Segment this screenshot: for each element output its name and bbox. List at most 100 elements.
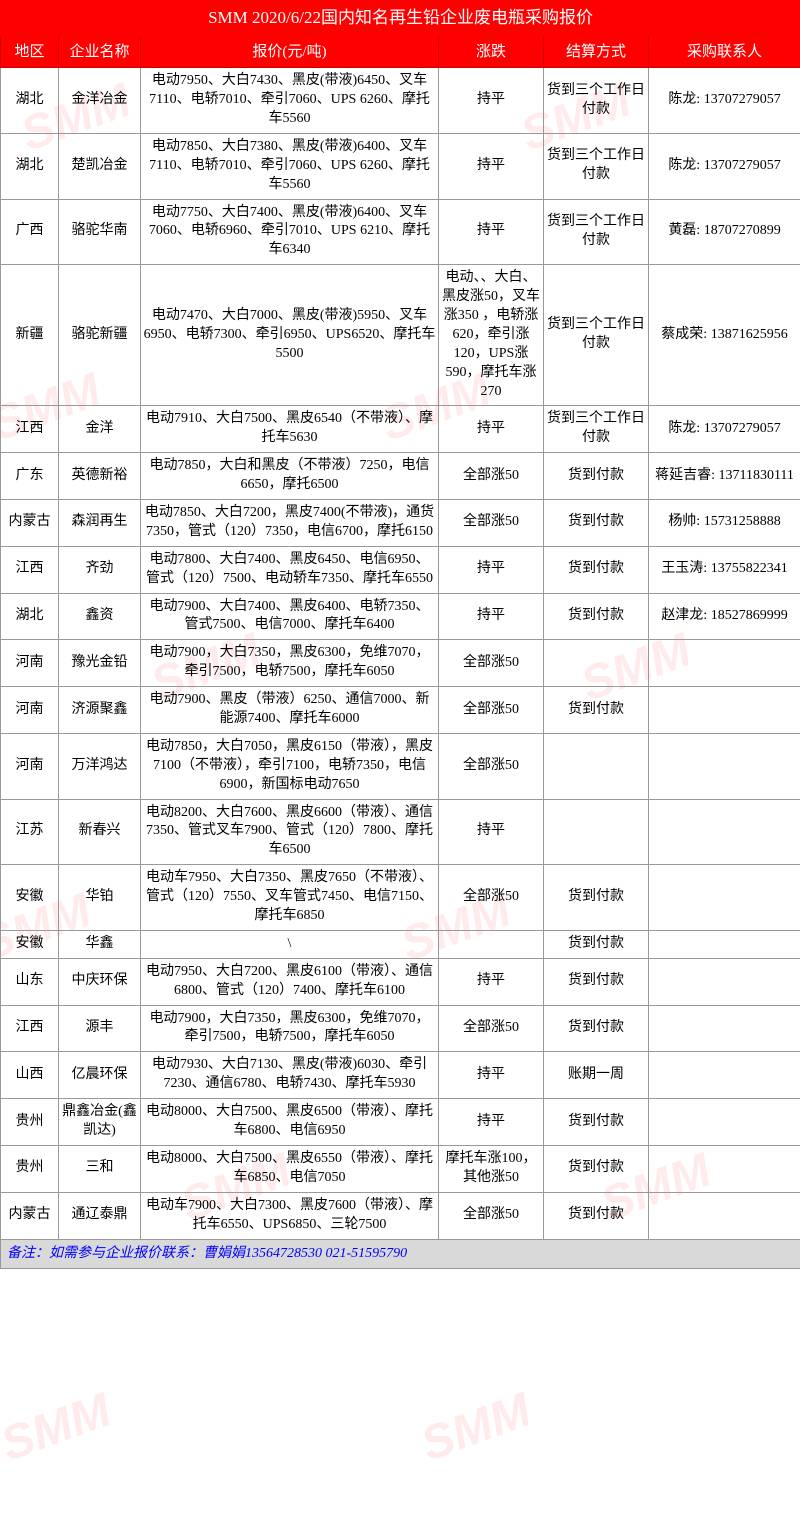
cell-company: 金洋 bbox=[59, 406, 141, 453]
cell-quote: 电动7850、大白7380、黑皮(带液)6400、叉车7110、电轿7010、牵… bbox=[141, 133, 439, 199]
cell-change: 全部涨50 bbox=[439, 1005, 544, 1052]
cell-quote: 电动7930、大白7130、黑皮(带液)6030、牵引7230、通信6780、电… bbox=[141, 1052, 439, 1099]
table-row: 山西亿晨环保电动7930、大白7130、黑皮(带液)6030、牵引7230、通信… bbox=[1, 1052, 800, 1099]
cell-change: 持平 bbox=[439, 406, 544, 453]
cell-contact bbox=[649, 1052, 800, 1099]
header-region: 地区 bbox=[1, 36, 59, 67]
cell-region: 江西 bbox=[1, 546, 59, 593]
cell-company: 森润再生 bbox=[59, 500, 141, 547]
cell-company: 济源聚鑫 bbox=[59, 687, 141, 734]
cell-payment: 货到付款 bbox=[544, 1145, 649, 1192]
cell-contact: 杨帅: 15731258888 bbox=[649, 500, 800, 547]
cell-change: 全部涨50 bbox=[439, 733, 544, 799]
cell-company: 万洋鸿达 bbox=[59, 733, 141, 799]
cell-contact: 陈龙: 13707279057 bbox=[649, 406, 800, 453]
cell-contact: 蒋延吉睿: 13711830111 bbox=[649, 453, 800, 500]
cell-change: 持平 bbox=[439, 199, 544, 265]
cell-company: 华鑫 bbox=[59, 930, 141, 958]
cell-quote: 电动7850，大白7050，黑皮6150（带液），黑皮7100（不带液），牵引7… bbox=[141, 733, 439, 799]
table-row: 安徽华鑫\ 货到付款 bbox=[1, 930, 800, 958]
cell-quote: 电动7850、大白7200，黑皮7400(不带液)，通货7350，管式（120）… bbox=[141, 500, 439, 547]
cell-contact: 王玉涛: 13755822341 bbox=[649, 546, 800, 593]
cell-payment bbox=[544, 733, 649, 799]
cell-change: 全部涨50 bbox=[439, 865, 544, 931]
cell-contact: 赵津龙: 18527869999 bbox=[649, 593, 800, 640]
cell-quote: 电动8000、大白7500、黑皮6550（带液）、摩托车6850、电信7050 bbox=[141, 1145, 439, 1192]
table-row: 贵州鼎鑫冶金(鑫凯达)电动8000、大白7500、黑皮6500（带液）、摩托车6… bbox=[1, 1099, 800, 1146]
cell-company: 源丰 bbox=[59, 1005, 141, 1052]
cell-region: 山东 bbox=[1, 958, 59, 1005]
table-row: 湖北楚凯冶金电动7850、大白7380、黑皮(带液)6400、叉车7110、电轿… bbox=[1, 133, 800, 199]
cell-region: 湖北 bbox=[1, 133, 59, 199]
cell-quote: 电动车7900、大白7300、黑皮7600（带液）、摩托车6550、UPS685… bbox=[141, 1192, 439, 1239]
cell-contact bbox=[649, 687, 800, 734]
cell-region: 江西 bbox=[1, 406, 59, 453]
cell-region: 河南 bbox=[1, 733, 59, 799]
cell-region: 贵州 bbox=[1, 1145, 59, 1192]
cell-payment: 货到付款 bbox=[544, 500, 649, 547]
cell-contact: 黄磊: 18707270899 bbox=[649, 199, 800, 265]
cell-quote: 电动7900、黑皮（带液）6250、通信7000、新能源7400、摩托车6000 bbox=[141, 687, 439, 734]
cell-region: 内蒙古 bbox=[1, 500, 59, 547]
cell-payment: 账期一周 bbox=[544, 1052, 649, 1099]
header-contact: 采购联系人 bbox=[649, 36, 800, 67]
watermark: SMM bbox=[0, 1383, 118, 1473]
cell-contact bbox=[649, 958, 800, 1005]
table-row: 河南济源聚鑫电动7900、黑皮（带液）6250、通信7000、新能源7400、摩… bbox=[1, 687, 800, 734]
cell-quote: 电动车7950、大白7350、黑皮7650（不带液）、管式（120）7550、叉… bbox=[141, 865, 439, 931]
cell-change: 持平 bbox=[439, 958, 544, 1005]
cell-company: 新春兴 bbox=[59, 799, 141, 865]
cell-company: 豫光金铅 bbox=[59, 640, 141, 687]
watermark: SMM bbox=[414, 1383, 538, 1473]
table-title: SMM 2020/6/22国内知名再生铅企业废电瓶采购报价 bbox=[1, 1, 800, 37]
table-row: 山东中庆环保电动7950、大白7200、黑皮6100（带液）、通信6800、管式… bbox=[1, 958, 800, 1005]
cell-contact: 陈龙: 13707279057 bbox=[649, 68, 800, 134]
footer-note: 备注：如需参与企业报价联系：曹娟娟13564728530 021-5159579… bbox=[1, 1239, 800, 1269]
cell-region: 广东 bbox=[1, 453, 59, 500]
cell-payment: 货到付款 bbox=[544, 1192, 649, 1239]
header-row: 地区 企业名称 报价(元/吨) 涨跌 结算方式 采购联系人 bbox=[1, 36, 800, 67]
table-row: 湖北金洋冶金电动7950、大白7430、黑皮(带液)6450、叉车7110、电轿… bbox=[1, 68, 800, 134]
cell-quote: 电动8000、大白7500、黑皮6500（带液）、摩托车6800、电信6950 bbox=[141, 1099, 439, 1146]
cell-company: 楚凯冶金 bbox=[59, 133, 141, 199]
cell-region: 安徽 bbox=[1, 865, 59, 931]
cell-change bbox=[439, 930, 544, 958]
cell-region: 湖北 bbox=[1, 593, 59, 640]
cell-change: 全部涨50 bbox=[439, 687, 544, 734]
table-row: 河南万洋鸿达电动7850，大白7050，黑皮6150（带液），黑皮7100（不带… bbox=[1, 733, 800, 799]
cell-quote: 电动7950、大白7200、黑皮6100（带液）、通信6800、管式（120）7… bbox=[141, 958, 439, 1005]
cell-contact bbox=[649, 1005, 800, 1052]
cell-contact bbox=[649, 640, 800, 687]
cell-payment: 货到三个工作日付款 bbox=[544, 133, 649, 199]
cell-payment: 货到三个工作日付款 bbox=[544, 68, 649, 134]
cell-region: 新疆 bbox=[1, 265, 59, 406]
table-row: 贵州三和电动8000、大白7500、黑皮6550（带液）、摩托车6850、电信7… bbox=[1, 1145, 800, 1192]
cell-quote: 电动7910、大白7500、黑皮6540（不带液）、摩托车5630 bbox=[141, 406, 439, 453]
cell-payment: 货到三个工作日付款 bbox=[544, 406, 649, 453]
price-table: SMM 2020/6/22国内知名再生铅企业废电瓶采购报价 地区 企业名称 报价… bbox=[0, 0, 800, 1269]
table-row: 内蒙古森润再生电动7850、大白7200，黑皮7400(不带液)，通货7350，… bbox=[1, 500, 800, 547]
table-row: 湖北鑫资电动7900、大白7400、黑皮6400、电轿7350、管式7500、电… bbox=[1, 593, 800, 640]
cell-quote: \ bbox=[141, 930, 439, 958]
cell-payment: 货到付款 bbox=[544, 930, 649, 958]
price-table-container: SMM 2020/6/22国内知名再生铅企业废电瓶采购报价 地区 企业名称 报价… bbox=[0, 0, 800, 1269]
header-quote: 报价(元/吨) bbox=[141, 36, 439, 67]
cell-company: 通辽泰鼎 bbox=[59, 1192, 141, 1239]
cell-region: 湖北 bbox=[1, 68, 59, 134]
cell-region: 安徽 bbox=[1, 930, 59, 958]
cell-contact bbox=[649, 930, 800, 958]
cell-change: 持平 bbox=[439, 68, 544, 134]
cell-contact bbox=[649, 1145, 800, 1192]
cell-change: 持平 bbox=[439, 1052, 544, 1099]
table-row: 河南豫光金铅电动7900，大白7350，黑皮6300，免维7070，牵引7500… bbox=[1, 640, 800, 687]
cell-change: 全部涨50 bbox=[439, 453, 544, 500]
cell-quote: 电动7900，大白7350，黑皮6300，免维7070，牵引7500，电轿750… bbox=[141, 1005, 439, 1052]
cell-region: 河南 bbox=[1, 687, 59, 734]
cell-change: 持平 bbox=[439, 593, 544, 640]
cell-quote: 电动7470、大白7000、黑皮(带液)5950、叉车6950、电轿7300、牵… bbox=[141, 265, 439, 406]
cell-change: 持平 bbox=[439, 799, 544, 865]
cell-change: 持平 bbox=[439, 546, 544, 593]
cell-company: 鑫资 bbox=[59, 593, 141, 640]
table-row: 安徽华铂电动车7950、大白7350、黑皮7650（不带液）、管式（120）75… bbox=[1, 865, 800, 931]
table-row: 江西金洋电动7910、大白7500、黑皮6540（不带液）、摩托车5630持平货… bbox=[1, 406, 800, 453]
